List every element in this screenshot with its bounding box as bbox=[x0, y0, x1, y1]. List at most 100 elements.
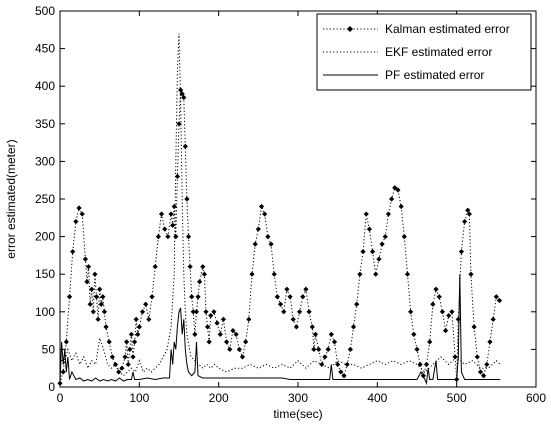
data-point-marker bbox=[95, 316, 101, 322]
data-point-marker bbox=[316, 346, 322, 352]
data-point-marker bbox=[338, 369, 344, 375]
data-point-marker bbox=[217, 331, 223, 337]
data-point-marker bbox=[369, 249, 376, 255]
data-point-marker bbox=[79, 211, 85, 217]
data-point-marker bbox=[458, 249, 465, 255]
data-point-marker bbox=[85, 264, 92, 270]
data-point-marker bbox=[109, 354, 115, 360]
data-point-marker bbox=[376, 256, 382, 262]
data-point-marker bbox=[187, 264, 193, 270]
data-point-marker bbox=[106, 339, 112, 345]
data-point-marker bbox=[466, 211, 472, 217]
data-point-marker bbox=[449, 309, 455, 315]
series-layer bbox=[57, 33, 503, 386]
data-point-marker bbox=[243, 339, 249, 345]
data-point-marker bbox=[357, 271, 363, 277]
data-point-marker bbox=[146, 316, 152, 322]
data-point-marker bbox=[389, 196, 395, 202]
data-point-marker bbox=[442, 328, 449, 334]
data-point-marker bbox=[487, 339, 493, 345]
data-point-marker bbox=[181, 94, 187, 101]
data-point-marker bbox=[350, 324, 357, 330]
data-point-marker bbox=[220, 316, 227, 322]
data-point-marker bbox=[182, 143, 188, 149]
data-point-marker bbox=[211, 309, 217, 315]
data-point-marker bbox=[192, 331, 198, 337]
x-tick-label: 200 bbox=[209, 391, 229, 405]
data-point-marker bbox=[93, 294, 100, 300]
data-point-marker bbox=[455, 316, 461, 322]
data-point-marker bbox=[268, 241, 274, 247]
y-tick-label: 400 bbox=[35, 79, 55, 93]
data-point-marker bbox=[452, 354, 458, 360]
data-point-marker bbox=[300, 294, 306, 300]
data-point-marker bbox=[395, 187, 401, 193]
data-point-marker bbox=[366, 226, 372, 232]
data-point-marker bbox=[193, 309, 200, 315]
data-point-marker bbox=[165, 234, 171, 240]
data-point-marker bbox=[347, 346, 353, 352]
data-point-marker bbox=[201, 271, 207, 277]
x-tick-label: 100 bbox=[129, 391, 149, 405]
data-point-marker bbox=[185, 234, 192, 240]
data-point-marker bbox=[97, 286, 103, 292]
data-point-marker bbox=[344, 361, 350, 368]
data-point-marker bbox=[239, 354, 246, 360]
data-point-marker bbox=[477, 369, 484, 375]
data-point-marker bbox=[189, 294, 195, 300]
data-point-marker bbox=[274, 294, 280, 300]
data-point-marker bbox=[130, 354, 136, 360]
data-point-marker bbox=[354, 301, 360, 307]
data-point-marker bbox=[265, 234, 271, 240]
data-point-marker bbox=[203, 309, 209, 315]
y-tick-label: 450 bbox=[35, 42, 55, 56]
data-point-marker bbox=[246, 316, 252, 322]
data-point-marker bbox=[311, 346, 317, 352]
data-point-marker bbox=[101, 309, 108, 315]
data-point-marker bbox=[462, 218, 468, 225]
y-tick-label: 150 bbox=[35, 267, 55, 281]
data-point-marker bbox=[490, 316, 496, 322]
data-point-marker bbox=[176, 121, 182, 127]
data-point-marker bbox=[197, 279, 203, 285]
data-point-marker bbox=[373, 271, 379, 277]
data-point-marker bbox=[206, 339, 212, 345]
data-point-marker bbox=[119, 365, 125, 371]
legend-label: PF estimated error bbox=[385, 68, 484, 82]
data-point-marker bbox=[281, 309, 287, 315]
data-point-marker bbox=[392, 185, 398, 191]
legend-marker bbox=[347, 26, 353, 32]
data-point-marker bbox=[227, 346, 233, 352]
data-point-marker bbox=[174, 173, 181, 180]
data-point-marker bbox=[436, 294, 442, 300]
data-point-marker bbox=[200, 264, 206, 270]
data-point-marker bbox=[184, 196, 190, 202]
data-point-marker bbox=[252, 241, 258, 247]
series-line bbox=[59, 274, 501, 386]
data-point-marker bbox=[124, 339, 130, 345]
y-axis-label: error estimated(meter) bbox=[4, 139, 18, 258]
data-point-marker bbox=[139, 309, 146, 315]
data-point-marker bbox=[63, 339, 69, 345]
data-point-marker bbox=[401, 234, 407, 240]
data-point-marker bbox=[335, 361, 341, 368]
data-point-marker bbox=[233, 331, 239, 337]
data-point-marker bbox=[465, 207, 471, 213]
data-point-marker bbox=[249, 271, 255, 277]
data-point-marker bbox=[303, 286, 309, 292]
data-point-marker bbox=[177, 87, 184, 93]
x-tick-label: 300 bbox=[288, 391, 308, 405]
x-tick-label: 0 bbox=[57, 391, 64, 405]
data-point-marker bbox=[230, 328, 236, 334]
data-point-marker bbox=[468, 271, 474, 277]
y-tick-label: 100 bbox=[35, 305, 55, 319]
series-ekf-estimated-error bbox=[59, 33, 501, 377]
data-point-marker bbox=[284, 286, 290, 292]
series-line bbox=[59, 33, 501, 377]
data-point-marker bbox=[287, 294, 293, 300]
data-point-marker bbox=[208, 312, 214, 319]
data-point-marker bbox=[133, 316, 139, 322]
data-point-marker bbox=[474, 354, 480, 360]
data-point-marker bbox=[87, 301, 93, 307]
y-tick-label: 0 bbox=[48, 380, 55, 394]
